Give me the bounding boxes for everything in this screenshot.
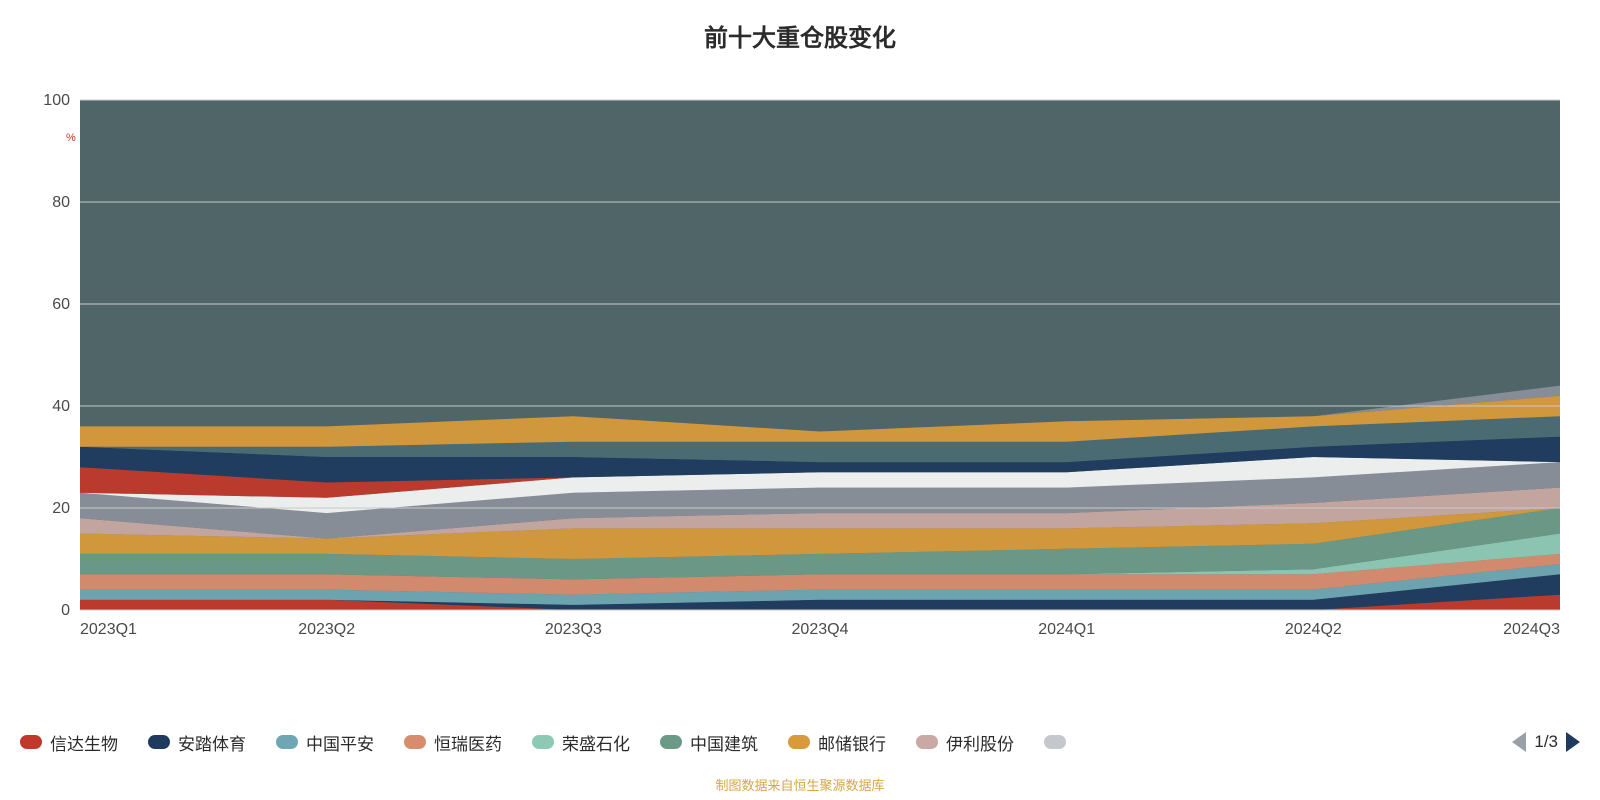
legend-item-3[interactable]: 恒瑞医药 — [404, 730, 502, 755]
x-tick-label: 2023Q2 — [298, 621, 355, 638]
legend-item-0[interactable]: 信达生物 — [20, 730, 118, 755]
legend-item-2[interactable]: 中国平安 — [276, 730, 374, 755]
legend-label: 中国平安 — [306, 730, 374, 755]
legend-label: 邮储银行 — [818, 730, 886, 755]
y-unit-marker: % — [66, 132, 76, 144]
legend-label: 恒瑞医药 — [434, 730, 502, 755]
legend-label: 伊利股份 — [946, 730, 1014, 755]
legend: 信达生物 安踏体育 中国平安 恒瑞医药 荣盛石化 中国建筑 邮储银行 伊利股份 1/3 — [20, 722, 1580, 762]
y-tick-label: 80 — [52, 194, 70, 211]
legend-item-5[interactable]: 中国建筑 — [660, 730, 758, 755]
x-tick-label: 2024Q3 — [1503, 621, 1560, 638]
x-tick-label: 2023Q4 — [792, 621, 849, 638]
legend-label: 中国建筑 — [690, 730, 758, 755]
x-tick-label: 2024Q1 — [1038, 621, 1095, 638]
legend-swatch — [916, 735, 938, 749]
legend-label: 安踏体育 — [178, 730, 246, 755]
legend-swatch — [276, 735, 298, 749]
legend-item-1[interactable]: 安踏体育 — [148, 730, 246, 755]
y-tick-label: 100 — [43, 92, 70, 109]
x-tick-label: 2023Q1 — [80, 621, 137, 638]
legend-swatch — [404, 735, 426, 749]
legend-prev-icon[interactable] — [1512, 732, 1526, 752]
legend-swatch — [148, 735, 170, 749]
legend-label: 荣盛石化 — [562, 730, 630, 755]
legend-page-label: 1/3 — [1534, 732, 1558, 752]
legend-swatch — [20, 735, 42, 749]
chart-plot-area: 0 20 40 60 80 100% 2023Q1 2023Q2 2023Q3 2023Q4 202… — [30, 90, 1570, 650]
legend-next-icon[interactable] — [1566, 732, 1580, 752]
legend-item-truncated[interactable] — [1044, 735, 1066, 749]
legend-item-4[interactable]: 荣盛石化 — [532, 730, 630, 755]
legend-swatch — [532, 735, 554, 749]
legend-item-6[interactable]: 邮储银行 — [788, 730, 886, 755]
legend-pager: 1/3 — [1512, 732, 1580, 752]
legend-swatch — [788, 735, 810, 749]
legend-item-7[interactable]: 伊利股份 — [916, 730, 1014, 755]
y-tick-label: 60 — [52, 296, 70, 313]
x-tick-label: 2023Q3 — [545, 621, 602, 638]
y-tick-label: 20 — [52, 500, 70, 517]
legend-swatch — [660, 735, 682, 749]
legend-label: 信达生物 — [50, 730, 118, 755]
legend-swatch — [1044, 735, 1066, 749]
y-tick-label: 40 — [52, 398, 70, 415]
y-tick-label: 0 — [61, 602, 70, 619]
x-tick-label: 2024Q2 — [1285, 621, 1342, 638]
source-note: 制图数据来自恒生聚源数据库 — [0, 775, 1600, 794]
chart-title: 前十大重仓股变化 — [0, 0, 1600, 53]
stacked-area-chart: 0 20 40 60 80 100% 2023Q1 2023Q2 2023Q3 2023Q4 202… — [30, 90, 1570, 650]
